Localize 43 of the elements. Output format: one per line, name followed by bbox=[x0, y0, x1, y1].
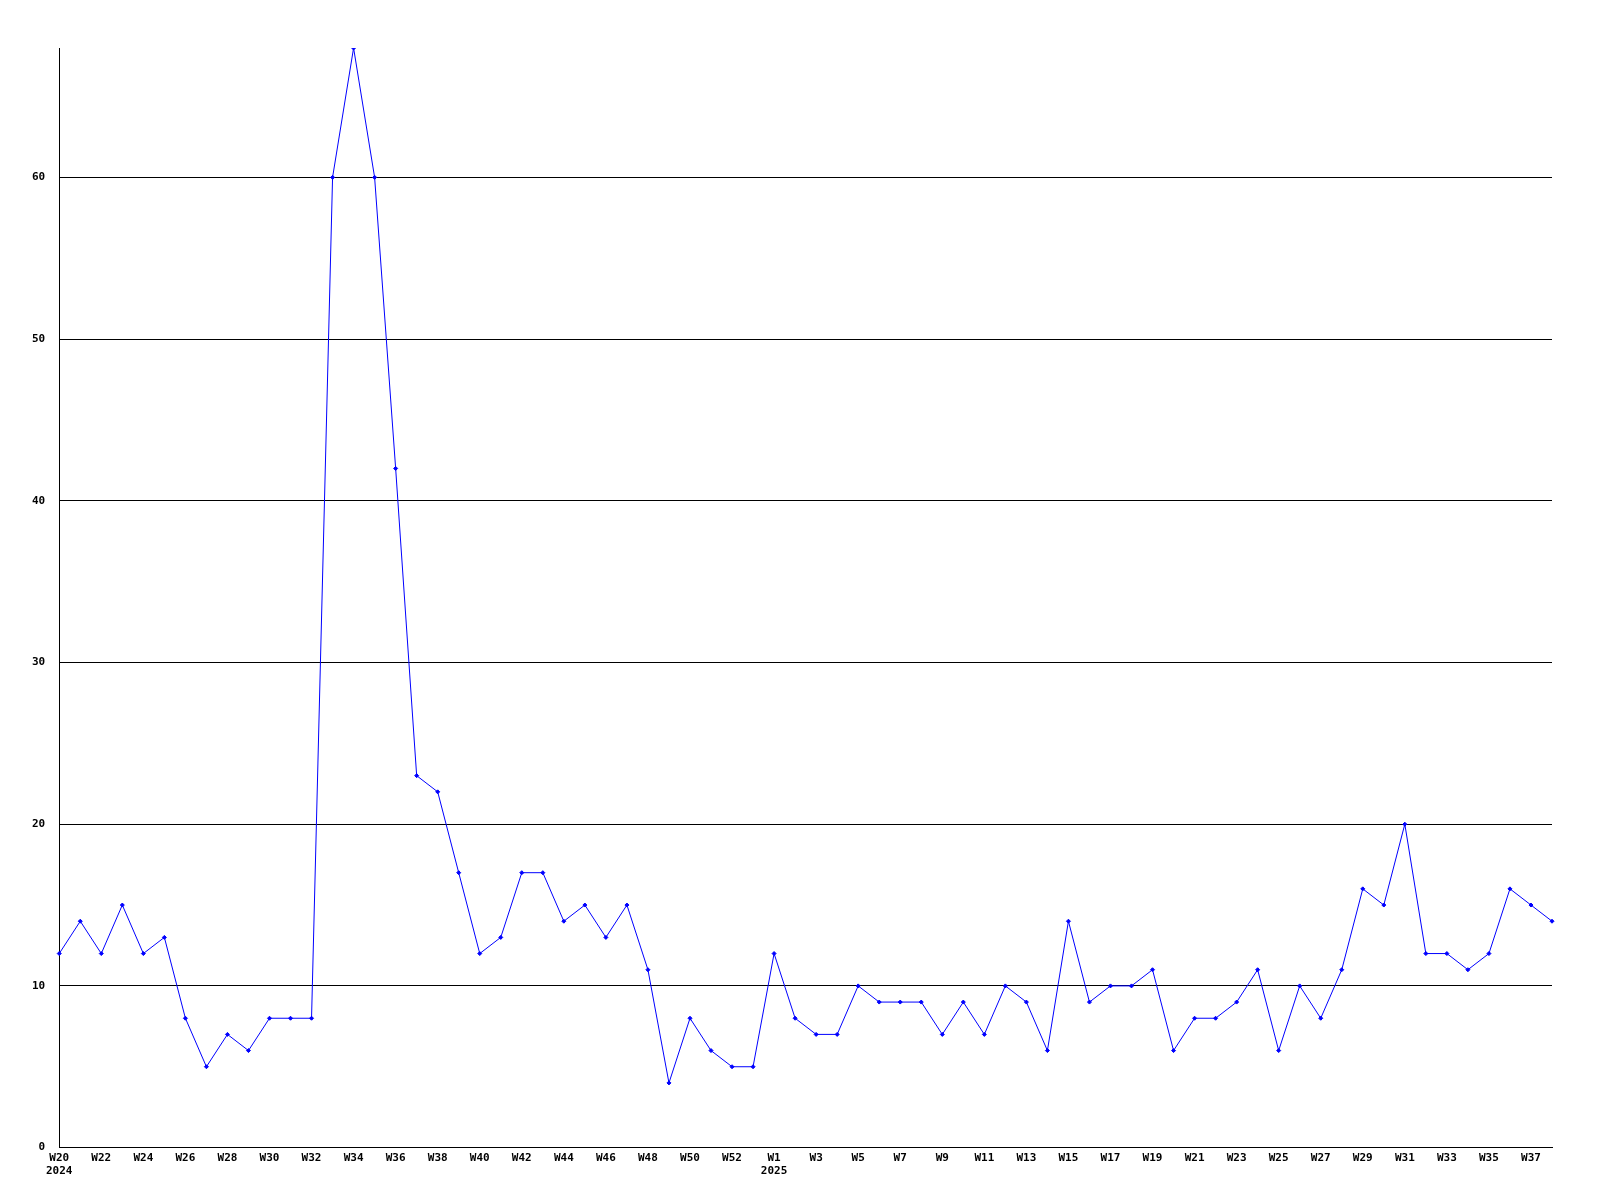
x-tick-label: W25 bbox=[1268, 1151, 1289, 1165]
x-tick-label: W44 bbox=[553, 1151, 575, 1165]
x-tick-label: W27 bbox=[1310, 1151, 1331, 1165]
x-tick-label: W30 bbox=[259, 1151, 280, 1165]
y-tick-label: 0 bbox=[38, 1140, 46, 1154]
x-tick-label: W33 bbox=[1436, 1151, 1457, 1165]
x-tick-label: W52 bbox=[722, 1151, 742, 1165]
x-tick-label: W38 bbox=[427, 1151, 448, 1165]
x-tick-label: W13 bbox=[1016, 1151, 1037, 1165]
y-tick-label: 40 bbox=[32, 493, 46, 507]
y-tick-label: 10 bbox=[32, 978, 46, 992]
y-tick-label: 20 bbox=[32, 817, 46, 831]
x-tick-label: W50 bbox=[680, 1151, 700, 1165]
x-tick-label: W34 bbox=[343, 1151, 364, 1165]
x-tick-label: W19 bbox=[1142, 1151, 1163, 1165]
x-tick-label: W29 bbox=[1352, 1151, 1373, 1165]
x-tick-label: W42 bbox=[511, 1151, 532, 1165]
x-tick-label: W3 bbox=[809, 1151, 823, 1165]
x-tick-label: W20 2024 bbox=[46, 1151, 73, 1178]
x-tick-label: W9 bbox=[935, 1151, 949, 1165]
x-tick-label: W23 bbox=[1226, 1151, 1247, 1165]
x-tick-label: W7 bbox=[893, 1151, 907, 1165]
x-tick-label: W22 bbox=[91, 1151, 112, 1165]
x-tick-label: W48 bbox=[638, 1151, 658, 1165]
x-tick-label: W21 bbox=[1184, 1151, 1205, 1165]
x-tick-label: W28 bbox=[217, 1151, 238, 1165]
x-tick-label: W37 bbox=[1521, 1151, 1541, 1165]
y-tick-label: 60 bbox=[32, 170, 46, 184]
x-tick-label: W15 bbox=[1058, 1151, 1079, 1165]
x-tick-label: W1 2025 bbox=[760, 1151, 788, 1178]
y-tick-label: 50 bbox=[32, 331, 46, 345]
x-tick-label: W5 bbox=[851, 1151, 865, 1165]
x-tick-label: W40 bbox=[469, 1151, 490, 1165]
x-tick-label: W32 bbox=[301, 1151, 322, 1165]
x-tick-label: W31 bbox=[1394, 1151, 1416, 1165]
y-tick-label: 30 bbox=[32, 655, 46, 669]
x-tick-label: W46 bbox=[595, 1151, 617, 1165]
x-tick-label: W26 bbox=[175, 1151, 196, 1165]
x-tick-label: W36 bbox=[385, 1151, 406, 1165]
x-tick-label: W17 bbox=[1100, 1151, 1121, 1165]
x-tick-label: W35 bbox=[1478, 1151, 1499, 1165]
x-tick-label: W24 bbox=[133, 1151, 154, 1165]
x-tick-label: W11 bbox=[974, 1151, 995, 1165]
